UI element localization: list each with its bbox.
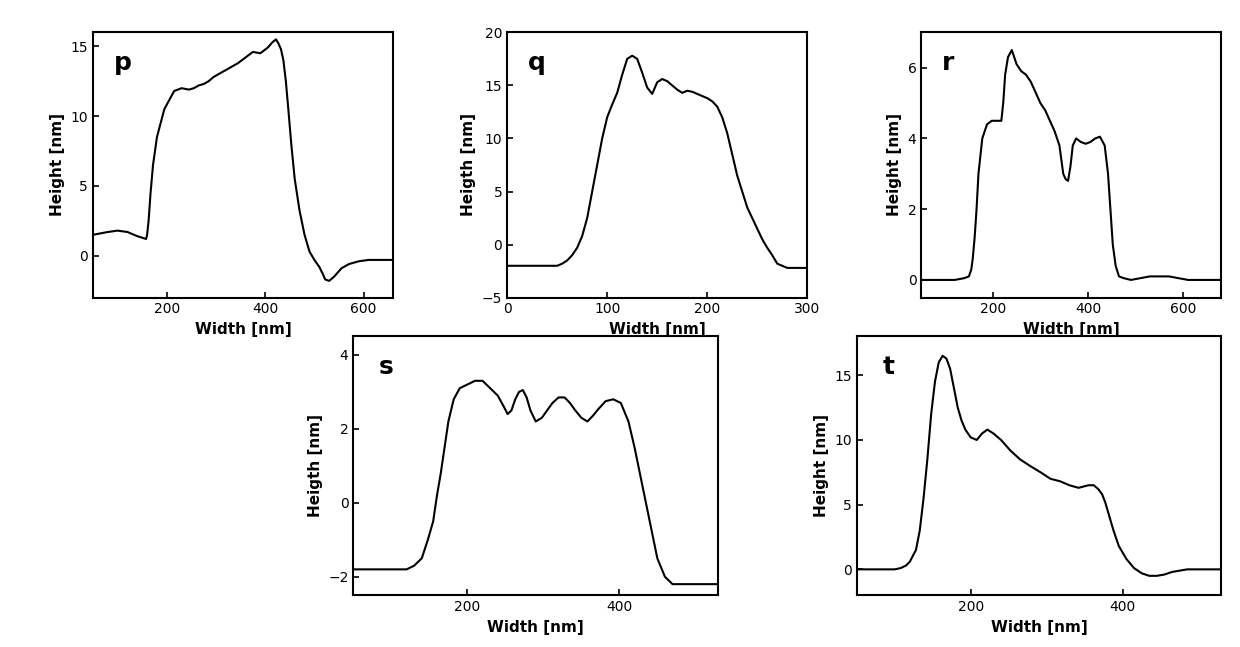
- X-axis label: Width [nm]: Width [nm]: [195, 322, 291, 337]
- X-axis label: Width [nm]: Width [nm]: [1023, 322, 1120, 337]
- Text: s: s: [379, 355, 393, 378]
- X-axis label: Width [nm]: Width [nm]: [609, 322, 706, 337]
- Text: t: t: [882, 355, 894, 378]
- Y-axis label: Heigth [nm]: Heigth [nm]: [461, 113, 476, 217]
- Y-axis label: Height [nm]: Height [nm]: [813, 414, 828, 518]
- Text: p: p: [114, 51, 131, 75]
- Y-axis label: Height [nm]: Height [nm]: [50, 113, 64, 217]
- X-axis label: Width [nm]: Width [nm]: [991, 620, 1087, 635]
- Text: q: q: [528, 51, 546, 75]
- Y-axis label: Heigth [nm]: Heigth [nm]: [308, 414, 322, 518]
- Text: r: r: [942, 51, 955, 75]
- X-axis label: Width [nm]: Width [nm]: [487, 620, 584, 635]
- Y-axis label: Height [nm]: Height [nm]: [887, 113, 901, 217]
